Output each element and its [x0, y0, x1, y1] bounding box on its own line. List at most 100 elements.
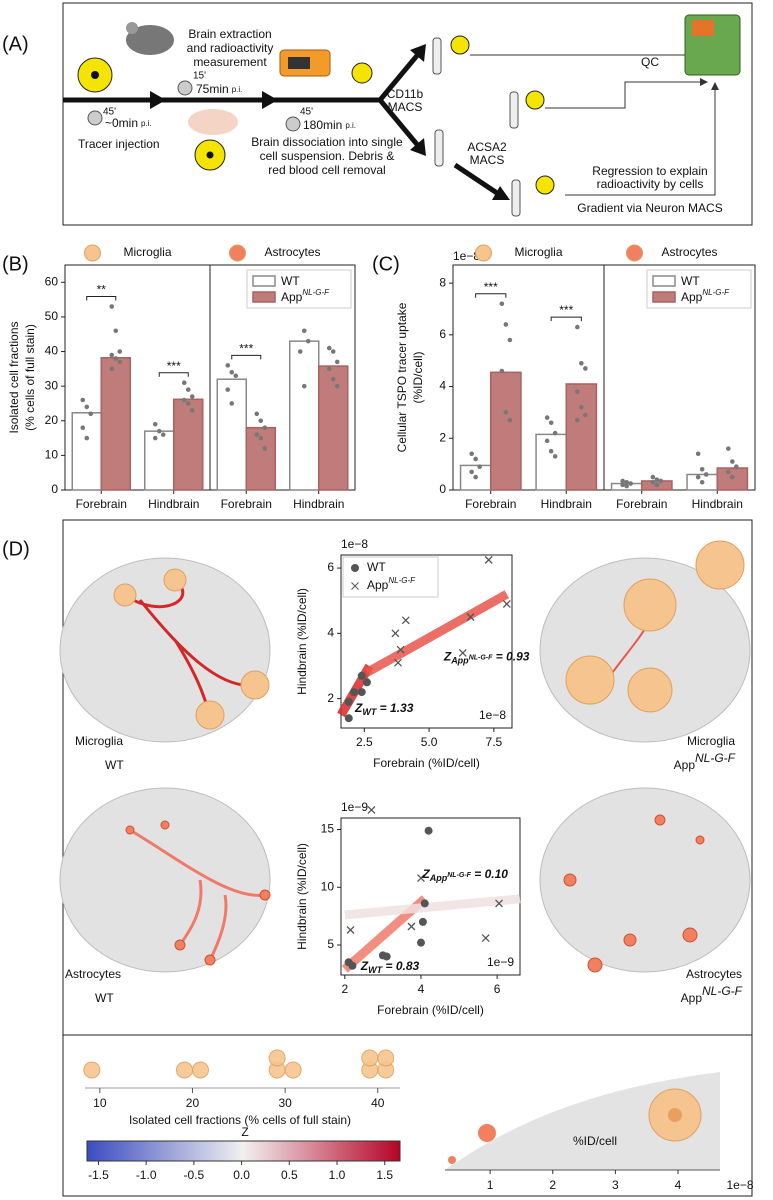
x-axis-label: Forebrain (%ID/cell) — [373, 756, 480, 770]
data-point — [181, 380, 187, 385]
data-point — [225, 387, 231, 392]
superscript: NL-G-F — [695, 751, 736, 765]
brain-label: Microglia — [687, 734, 735, 748]
bar — [216, 378, 247, 491]
superscript: NL-G-F — [388, 576, 416, 585]
uptake-tick-label: 3 — [612, 1178, 619, 1192]
name: App — [681, 991, 703, 1005]
data-point — [334, 359, 340, 365]
name: WT — [105, 758, 124, 772]
axis-offset: 1e−8 — [341, 537, 368, 551]
data-point — [469, 451, 474, 457]
colorbar-tick-label: 0.0 — [233, 1168, 250, 1182]
data-point — [695, 451, 701, 457]
name: WT — [367, 560, 386, 574]
data-point — [583, 412, 588, 418]
data-point — [330, 376, 336, 382]
bar — [318, 365, 349, 491]
significance-label: *** — [484, 280, 498, 294]
significance-bracket — [475, 293, 507, 298]
y-tick-label: 20 — [45, 413, 59, 427]
label: Gradient via Neuron MACS — [577, 201, 722, 215]
data-point — [254, 411, 260, 417]
name: App — [367, 578, 389, 592]
data-point — [229, 401, 235, 406]
y-tick-label: 5 — [327, 937, 334, 951]
data-point — [254, 432, 260, 437]
cell-icon — [191, 1061, 209, 1079]
workflow-graphics — [63, 14, 741, 217]
panel-a-frame — [62, 2, 753, 226]
suffix: p.i. — [345, 121, 356, 130]
label: Brain dissociation into single — [251, 135, 403, 149]
cell-icon — [475, 244, 492, 262]
value: = 0.93 — [492, 650, 529, 664]
x-tick-label: Forebrain — [616, 497, 667, 511]
data-point — [181, 397, 187, 403]
cell-icon — [229, 244, 246, 262]
bar — [100, 357, 131, 491]
data-point — [477, 464, 482, 470]
suffix: p.i. — [232, 85, 243, 94]
data-point — [730, 474, 735, 480]
data-point — [152, 421, 158, 427]
panel-label: (D) — [2, 538, 30, 560]
data-point — [473, 474, 478, 480]
data-point — [367, 805, 376, 814]
significance-bracket — [550, 316, 582, 322]
time: 180min — [303, 118, 342, 132]
colorbar-tick-label: -1.5 — [88, 1168, 109, 1182]
cell-icon — [268, 1049, 286, 1067]
data-point — [473, 456, 478, 462]
x-tick-label: 4 — [418, 982, 425, 996]
data-point — [624, 483, 629, 489]
data-point — [391, 629, 400, 638]
legend-swatch — [652, 291, 676, 303]
x-tick-label: Forebrain — [465, 497, 516, 511]
data-point — [229, 370, 235, 375]
data-point — [495, 899, 504, 908]
data-point — [401, 616, 410, 625]
bar — [289, 340, 320, 491]
colorbar-tick-label: 1.0 — [329, 1168, 346, 1182]
x-tick-label: 7.5 — [486, 735, 503, 749]
data-point — [726, 446, 731, 451]
data-point — [117, 349, 123, 354]
name: WT — [281, 274, 300, 288]
data-point — [348, 961, 357, 970]
significance-label: *** — [559, 303, 573, 317]
y-tick-label: 8 — [439, 275, 446, 289]
data-point — [305, 338, 311, 344]
label: 45' — [300, 107, 313, 118]
colorbar — [86, 1140, 401, 1162]
y-tick-label: 60 — [45, 274, 59, 288]
data-point — [699, 467, 705, 472]
data-point — [458, 648, 467, 657]
y-tick-label: 4 — [327, 626, 334, 640]
symbol: Z — [443, 650, 452, 664]
fit-line — [364, 590, 510, 677]
data-point — [658, 478, 664, 484]
x-axis-label: Forebrain (%ID/cell) — [377, 1003, 484, 1017]
y-tick-label: 4 — [439, 379, 446, 393]
legend-marker — [351, 582, 359, 590]
y-tick-label: 0 — [439, 482, 446, 496]
data-point — [544, 415, 550, 420]
superscript: NL-G-F — [447, 872, 471, 879]
data-point — [502, 600, 511, 608]
label: 45' — [103, 107, 116, 118]
bar — [144, 430, 175, 491]
uptake-tick-label: 1 — [487, 1178, 494, 1192]
uptake-cells — [448, 1088, 702, 1164]
suffix: p.i. — [141, 119, 152, 128]
brain-label: WT — [95, 991, 114, 1005]
significance-bracket — [231, 354, 262, 360]
fit-annotation: ZAppNL-G-F = 0.10 — [421, 867, 508, 883]
y-tick-label: 50 — [45, 309, 59, 323]
data-point — [650, 474, 656, 480]
superscript: NL-G-F — [469, 654, 493, 661]
data-point — [344, 714, 353, 723]
y-axis-label: (%ID/cell) — [411, 351, 425, 403]
y-tick-label: 0 — [51, 482, 58, 496]
